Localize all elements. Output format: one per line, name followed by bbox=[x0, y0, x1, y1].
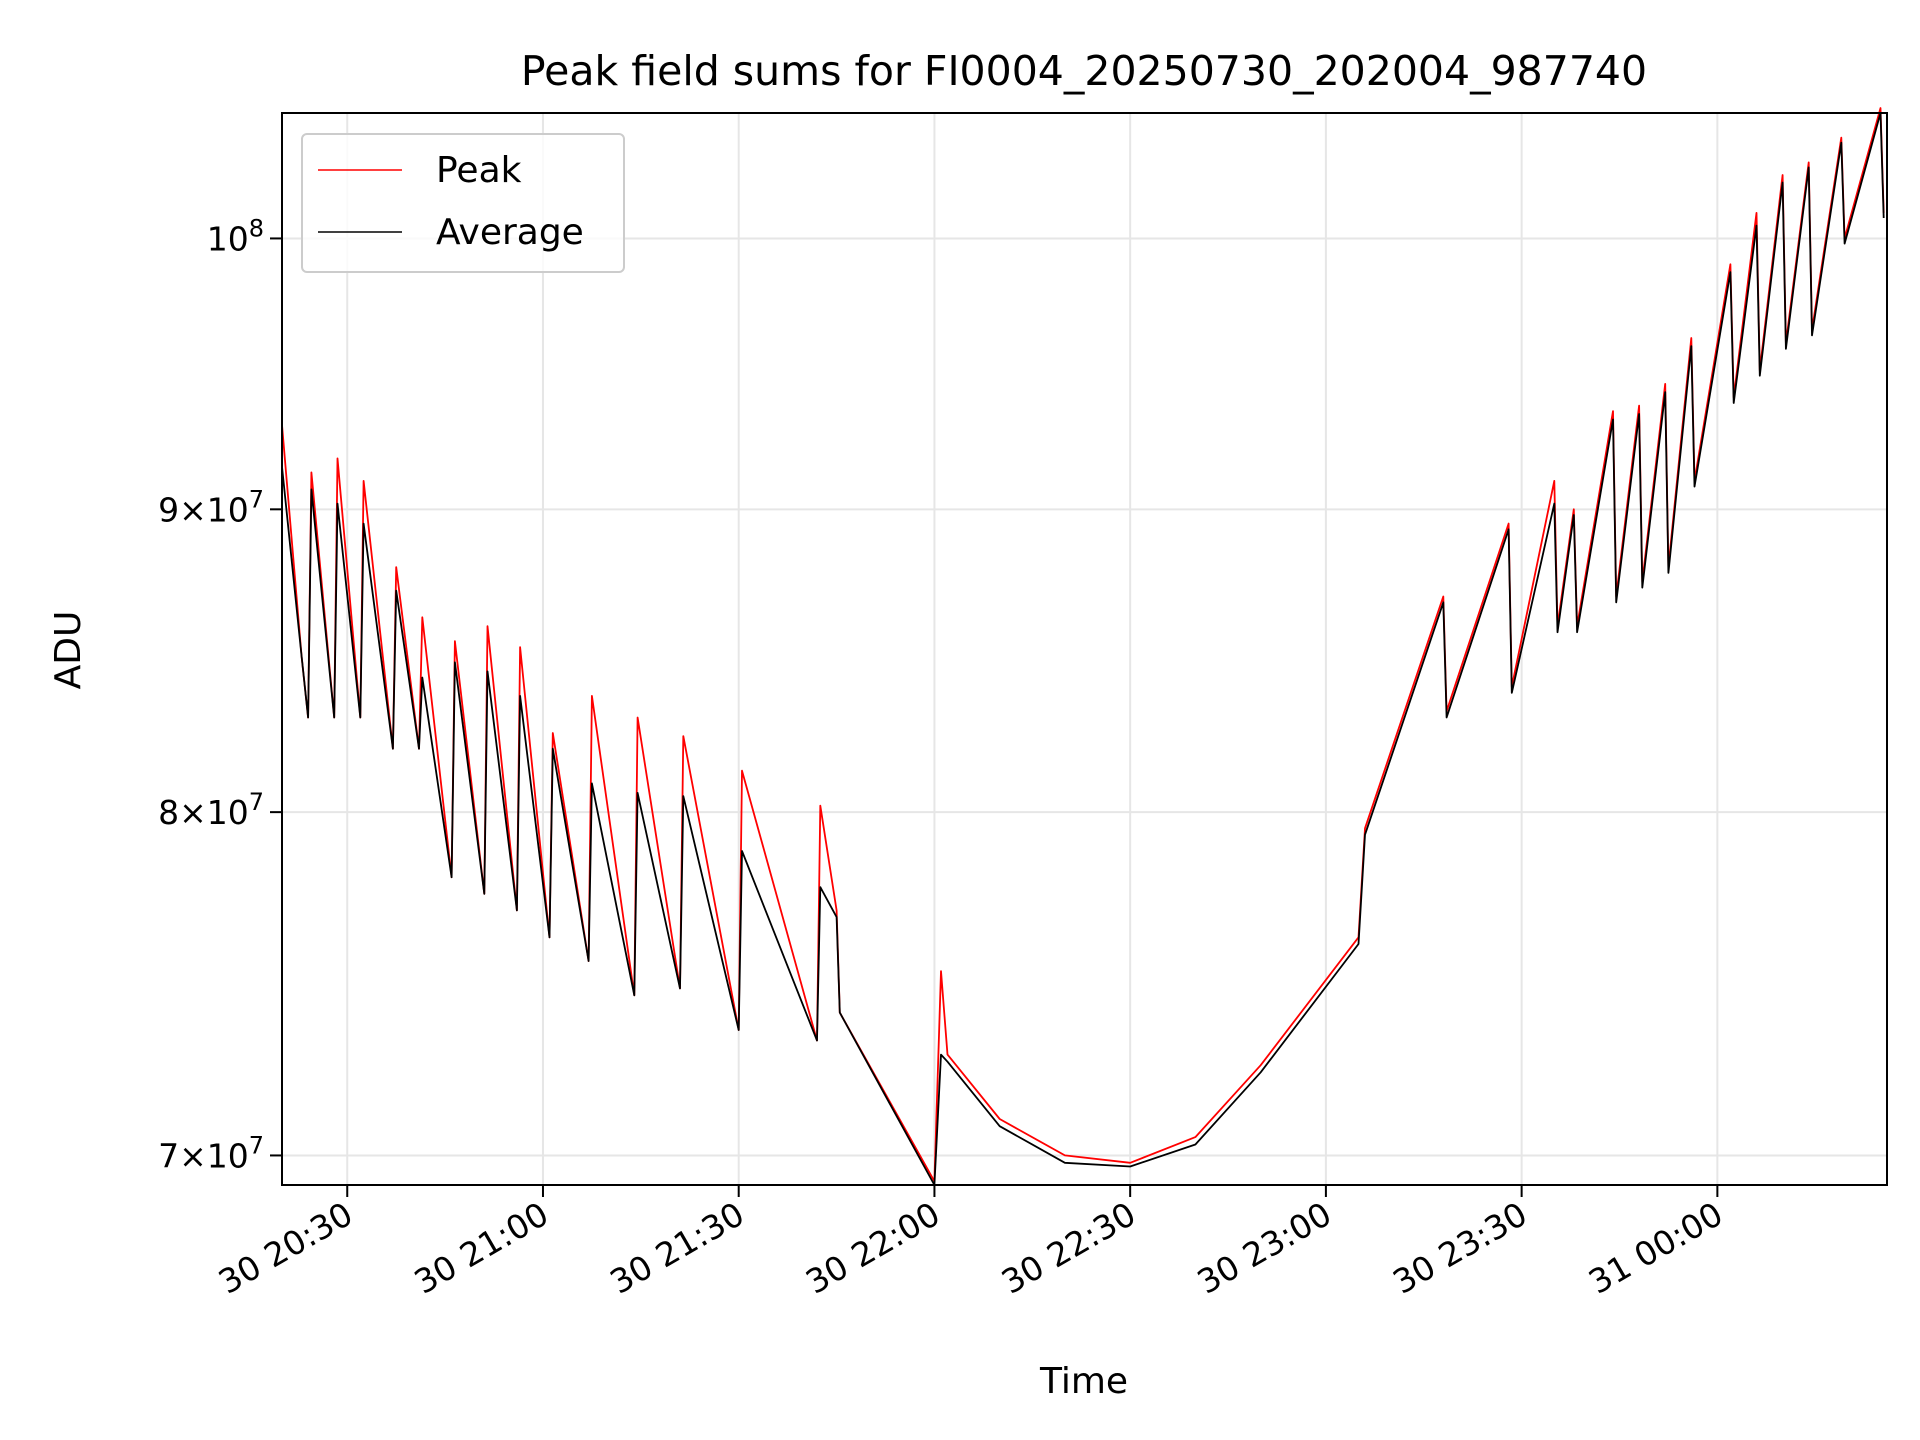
x-axis-label: Time bbox=[1039, 1361, 1128, 1402]
y-tick-label: 7×107 bbox=[158, 1131, 264, 1175]
grid bbox=[282, 113, 1887, 1185]
y-axis-ticks: 7×107 8×107 9×107 108 bbox=[158, 214, 282, 1175]
chart-title: Peak field sums for FI0004_20250730_2020… bbox=[521, 47, 1647, 95]
y-tick-label: 108 bbox=[207, 214, 264, 258]
y-tick-label: 8×107 bbox=[158, 788, 264, 832]
series-group bbox=[281, 107, 1885, 1186]
plot-frame bbox=[281, 112, 1888, 1186]
series-line-average bbox=[281, 112, 1885, 1186]
legend-label-average: Average bbox=[436, 212, 584, 253]
legend: Peak Average bbox=[301, 133, 625, 273]
y-tick-label: 9×107 bbox=[158, 485, 264, 529]
y-axis-label: ADU bbox=[48, 611, 89, 690]
legend-label-peak: Peak bbox=[436, 150, 522, 191]
legend-box bbox=[301, 133, 625, 273]
series-line-peak bbox=[281, 107, 1885, 1183]
